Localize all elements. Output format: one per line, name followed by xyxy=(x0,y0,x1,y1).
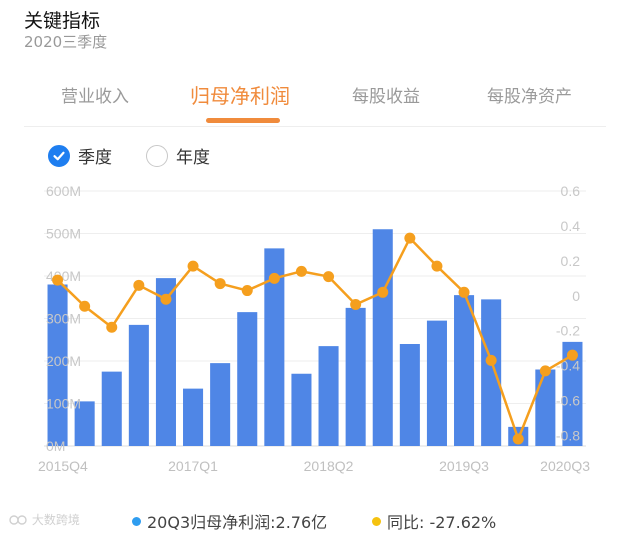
yoy-point xyxy=(295,265,307,277)
legend-net-profit-label: 20Q3归母净利润:2.76亿 xyxy=(147,513,328,532)
bar xyxy=(210,363,231,446)
checked-circle-icon xyxy=(48,144,70,167)
y-right-tick-label: -0.2 xyxy=(556,323,580,339)
y-left-tick-label: 400M xyxy=(46,268,81,284)
bar xyxy=(318,346,339,446)
legend-net-profit-marker xyxy=(132,516,141,526)
bar xyxy=(47,284,68,446)
legend-net-profit: 20Q3归母净利润:2.76亿 xyxy=(132,509,327,533)
x-tick-label: 2017Q1 xyxy=(168,458,218,474)
tab-bvps[interactable]: 每股净资产 xyxy=(487,87,572,107)
bar xyxy=(562,341,583,446)
yoy-point xyxy=(214,278,226,290)
legend-yoy-label: 同比: -27.62% xyxy=(387,513,497,532)
radio-quarterly[interactable]: 季度 xyxy=(48,143,112,168)
y-right-tick-label: -0.4 xyxy=(556,358,580,374)
bar xyxy=(237,312,258,446)
bar xyxy=(535,369,556,446)
bar xyxy=(345,307,366,446)
y-left-tick-label: 200M xyxy=(46,353,81,369)
yoy-point xyxy=(350,299,362,311)
x-tick-label: 2019Q3 xyxy=(439,458,489,474)
card-subtitle: 2020三季度 xyxy=(24,33,108,51)
active-tab-indicator xyxy=(206,118,280,123)
y-right-tick-label: 0.4 xyxy=(561,218,581,234)
x-tick-label: 2020Q3 xyxy=(540,458,590,474)
bar xyxy=(481,299,502,446)
yoy-point xyxy=(241,285,253,297)
bar xyxy=(128,324,149,446)
y-left-tick-label: 100M xyxy=(46,396,81,412)
legend-yoy-marker xyxy=(372,516,381,526)
bar xyxy=(399,344,420,446)
bar xyxy=(183,388,204,446)
yoy-point xyxy=(539,365,551,377)
tab-net-profit[interactable]: 归母净利润 xyxy=(190,84,290,108)
y-right-tick-label: -0.8 xyxy=(556,428,580,444)
yoy-point xyxy=(485,354,497,366)
yoy-point xyxy=(79,300,91,312)
yoy-point xyxy=(106,321,118,333)
watermark-logo-icon xyxy=(9,515,27,525)
y-left-tick-label: 300M xyxy=(46,311,81,327)
legend-yoy: 同比: -27.62% xyxy=(372,509,496,533)
card-title: 关键指标 xyxy=(24,10,101,32)
watermark-text: 大数跨境 xyxy=(31,513,80,527)
bar xyxy=(372,229,393,446)
bar xyxy=(291,373,312,446)
tab-revenue[interactable]: 营业收入 xyxy=(61,87,129,107)
y-right-tick-label: 0.2 xyxy=(561,253,581,269)
unchecked-circle-icon xyxy=(146,144,168,167)
yoy-point xyxy=(160,293,172,305)
y-left-tick-label: 0M xyxy=(46,438,65,454)
y-left-tick-label: 500M xyxy=(46,226,81,242)
bar xyxy=(454,295,475,446)
metric-tabs: 营业收入 归母净利润 每股收益 每股净资产 xyxy=(24,76,606,127)
yoy-point xyxy=(458,286,470,298)
x-tick-label: 2015Q4 xyxy=(38,458,88,474)
radio-quarterly-label: 季度 xyxy=(78,148,112,168)
bar xyxy=(426,320,447,446)
yoy-point xyxy=(52,274,64,286)
yoy-point xyxy=(404,232,416,244)
yoy-point xyxy=(431,260,443,272)
y-left-tick-label: 600M xyxy=(46,183,81,199)
bar xyxy=(264,248,285,446)
bar xyxy=(155,278,176,446)
y-right-tick-label: 0.6 xyxy=(561,183,581,199)
y-right-tick-label: -0.6 xyxy=(556,393,580,409)
yoy-point xyxy=(268,272,280,284)
yoy-point xyxy=(377,286,389,298)
yoy-point xyxy=(187,260,199,272)
radio-annual[interactable]: 年度 xyxy=(146,143,210,168)
tab-eps[interactable]: 每股收益 xyxy=(352,87,420,107)
y-right-tick-label: 0 xyxy=(572,288,580,304)
watermark: 大数跨境 xyxy=(8,511,80,528)
bar xyxy=(101,371,122,446)
yoy-point xyxy=(323,271,335,283)
bar xyxy=(74,401,95,446)
yoy-point xyxy=(512,433,524,445)
radio-annual-label: 年度 xyxy=(176,148,210,168)
yoy-point xyxy=(566,349,578,361)
yoy-point xyxy=(133,279,145,291)
x-tick-label: 2018Q2 xyxy=(304,458,354,474)
net-profit-chart: 0M 100M 200M 300M 400M 500M 600M -0.8 -0.6 -0.4 -0… xyxy=(38,183,590,474)
